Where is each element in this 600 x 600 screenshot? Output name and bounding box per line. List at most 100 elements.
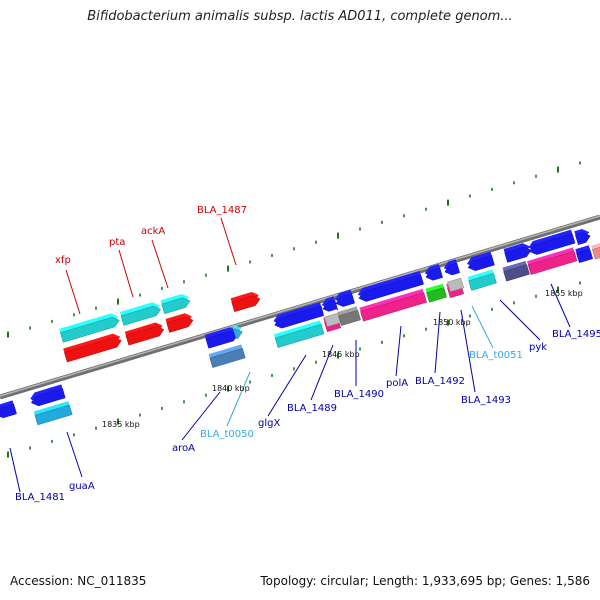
gene-BLA_1492 <box>424 263 443 281</box>
gene-ackA-top <box>160 293 191 315</box>
gene-polA <box>359 288 427 322</box>
gene-guaA-a <box>30 384 66 407</box>
gene-pyk-a-face <box>504 246 532 263</box>
gene-BLA_1492-b-face <box>426 287 447 303</box>
gene-pyk-a <box>503 243 532 263</box>
gene-BLA_1493-d <box>446 274 465 293</box>
gene-BLA_1493b <box>466 251 495 271</box>
label-leader-line <box>471 305 494 349</box>
gene-edge <box>591 243 600 260</box>
gene-guaA-a-face <box>30 387 66 407</box>
gene-label-BLA_1492[interactable]: BLA_1492 <box>415 376 465 387</box>
gene-BLA_1481-face <box>0 403 17 419</box>
gene-guaA-b <box>33 401 73 426</box>
gene-label-polA[interactable]: polA <box>386 378 408 389</box>
gene-label-BLA_t0050[interactable]: BLA_t0050 <box>200 429 254 440</box>
label-leader-line <box>151 239 169 289</box>
gene-BLA_1495-face <box>527 250 578 275</box>
label-leader-line <box>66 431 83 478</box>
gene-label-BLA_1495[interactable]: BLA_1495 <box>552 329 600 340</box>
gene-BLA_1487 <box>230 291 261 313</box>
gene-BLA_1493 <box>443 259 461 276</box>
gene-glgX-face <box>274 323 325 348</box>
gene-BLA_1495a-face <box>529 233 576 255</box>
gene-BLA_1481 <box>0 400 17 419</box>
gene-ackA-top-face <box>161 297 191 315</box>
gene-BLA_1492-face <box>425 267 443 281</box>
gene-BLA_1493-face <box>444 262 461 276</box>
scale-label-1855: 1855 kbp <box>545 289 583 298</box>
tick-marks <box>7 161 581 458</box>
gene-BLA_1495c-face <box>576 248 594 264</box>
gene-pta-top-face <box>120 305 162 326</box>
gene-pyk <box>502 260 530 282</box>
gene-pta-top <box>119 302 162 326</box>
label-leader-line <box>499 299 541 341</box>
label-leader-line <box>220 217 237 266</box>
gene-BLA_1490 <box>337 306 361 326</box>
gene-label-pyk[interactable]: pyk <box>529 342 547 353</box>
gene-polA-a-face <box>358 274 424 302</box>
gene-xfp-top-face <box>60 316 120 343</box>
gene-label-BLA_t0051[interactable]: BLA_t0051 <box>469 350 523 361</box>
gene-aroA-b-face <box>209 347 246 368</box>
label-leader-line <box>65 269 81 315</box>
gene-BLA_t0050 <box>232 324 243 340</box>
label-leader-line <box>267 354 307 417</box>
gene-BLA_1487-face <box>231 295 261 313</box>
gene-BLA_1493b-face <box>467 255 495 271</box>
scale-label-1845: 1845 kbp <box>322 350 360 359</box>
scale-labels: 1835 kbp 1840 kbp 1845 kbp 1850 kbp 1855… <box>102 289 583 429</box>
gene-BLA_1493-d-face <box>447 277 465 293</box>
gene-label-pta[interactable]: pta <box>109 237 125 248</box>
gene-label-ackA[interactable]: ackA <box>141 226 165 237</box>
scale-label-1835: 1835 kbp <box>102 420 140 429</box>
gene-label-BLA_1487[interactable]: BLA_1487 <box>197 205 247 216</box>
gene-BLA_1490-a-face <box>335 293 355 307</box>
gene-label-BLA_1489[interactable]: BLA_1489 <box>287 403 337 414</box>
gene-label-BLA_1493[interactable]: BLA_1493 <box>461 395 511 406</box>
label-leader-line <box>226 371 251 427</box>
gene-ackA-face <box>166 316 194 333</box>
label-leader-line <box>460 309 476 393</box>
label-leader-line <box>118 249 134 298</box>
genome-backbone-highlight <box>0 215 600 397</box>
gene-BLA_1495b-face <box>575 232 591 246</box>
gene-glgX <box>274 320 325 348</box>
label-leader-line <box>181 391 221 441</box>
gene-ackA <box>165 313 194 333</box>
label-leader-line <box>395 325 402 377</box>
gene-label-guaA[interactable]: guaA <box>69 481 95 492</box>
accession-text: Accession: NC_011835 <box>10 574 147 588</box>
gene-aroA-b <box>208 344 246 368</box>
scale-label-1840: 1840 kbp <box>212 384 250 393</box>
gene-pta-face <box>125 326 165 346</box>
gene-BLA_1495c <box>575 245 594 264</box>
label-leader-line <box>550 283 571 328</box>
gene-BLA_1495 <box>527 247 578 275</box>
gene-labels: xfp pta ackA BLA_1487 BLA_1481 guaA aroA… <box>15 205 600 503</box>
gene-label-xfp[interactable]: xfp <box>55 255 71 266</box>
gene-label-glgX[interactable]: glgX <box>258 418 280 429</box>
gene-glgX-a <box>273 302 325 329</box>
gene-edge-face <box>592 247 600 260</box>
gene-guaA-b-face <box>34 404 73 426</box>
gene-features <box>0 229 600 426</box>
gene-BLA_1490-a <box>334 289 355 307</box>
gene-polA-a <box>357 270 424 302</box>
gene-polA-face <box>360 292 427 322</box>
gene-label-aroA[interactable]: aroA <box>172 443 195 454</box>
map-title: Bifidobacterium animalis subsp. lactis A… <box>87 9 513 24</box>
gene-BLA_1492-b <box>425 283 447 303</box>
gene-label-BLA_1490[interactable]: BLA_1490 <box>334 389 384 400</box>
gene-BLA_1490-face <box>338 309 361 326</box>
genome-backbone <box>0 214 600 400</box>
gene-glgX-a-face <box>274 305 325 329</box>
gene-xfp-top <box>59 313 120 343</box>
label-leader-line <box>310 344 334 401</box>
gene-label-BLA_1481[interactable]: BLA_1481 <box>15 492 65 503</box>
label-leader-line <box>9 447 21 493</box>
gene-BLA_1489 <box>321 296 339 313</box>
gene-BLA_1495b <box>574 229 591 246</box>
